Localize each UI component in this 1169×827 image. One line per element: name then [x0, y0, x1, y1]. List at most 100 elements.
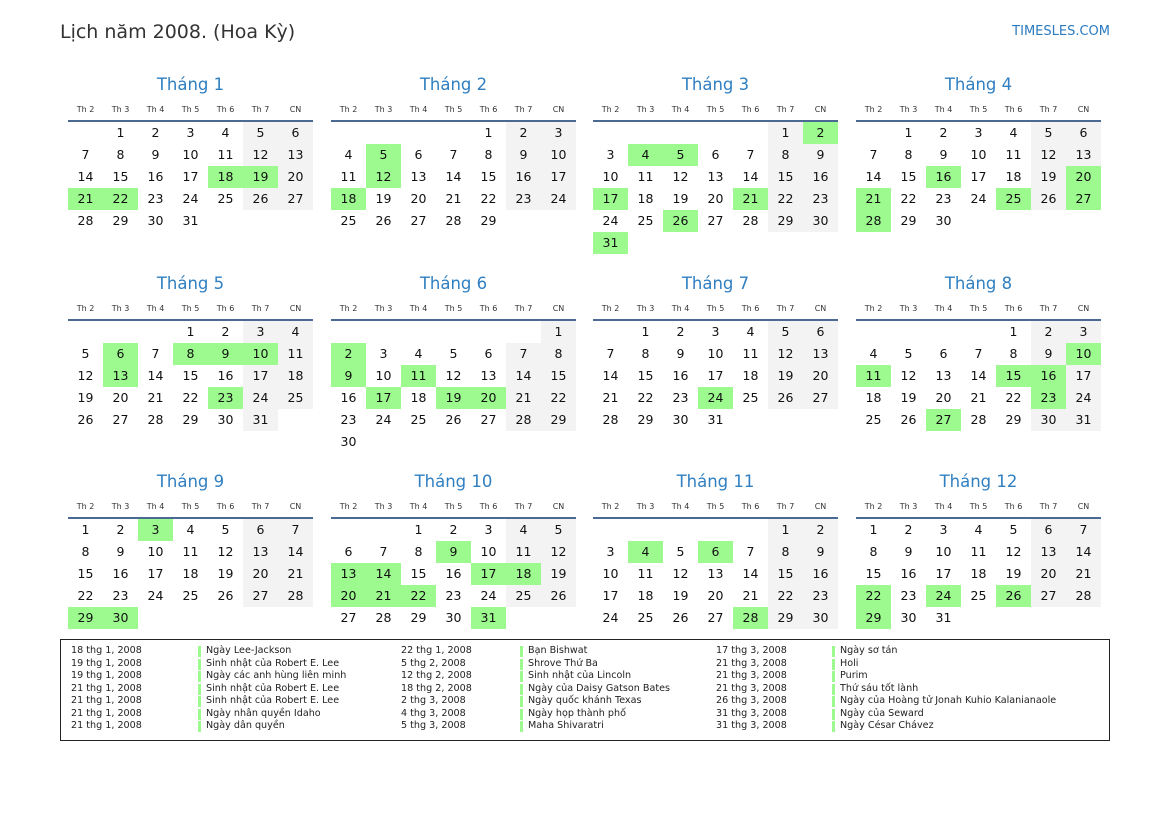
day-cell: 20	[935, 390, 952, 405]
weekday-label: CN	[1077, 501, 1090, 511]
brand-link[interactable]: TIMESLES.COM	[1012, 24, 1110, 39]
day-cell: 6	[278, 122, 313, 144]
legend-date: 2 thg 3, 2008	[401, 695, 466, 706]
legend-date: 5 thg 2, 2008	[401, 657, 466, 669]
legend-holiday-name: Ngày quốc khánh Texas	[528, 695, 642, 706]
day-cell: 9	[803, 541, 838, 563]
weekday-label: CN	[1077, 104, 1090, 114]
holiday-day-cell: 9	[331, 365, 366, 387]
legend-holiday-name: Ngày của Seward	[840, 707, 924, 719]
day-cell: 12	[445, 368, 462, 383]
legend-color-marker	[520, 696, 523, 707]
day-cell: 4	[344, 147, 353, 162]
empty-cell	[593, 122, 628, 144]
legend-date: 12 thg 2, 2008	[401, 670, 472, 681]
holiday-day-cell: 9	[436, 541, 471, 563]
day-cell: 5	[768, 321, 803, 343]
day-cell: 5	[904, 346, 913, 361]
day-cell: 20	[707, 588, 724, 603]
holiday-day-cell: 12	[366, 166, 401, 188]
day-cell: 13	[935, 368, 952, 383]
day-cell: 13	[1066, 144, 1101, 166]
day-cell: 30	[445, 610, 462, 625]
day-cell: 19	[375, 191, 392, 206]
day-cell: 15	[182, 368, 199, 383]
day-cell: 20	[112, 390, 129, 405]
day-cell: 12	[217, 544, 234, 559]
day-cell: 14	[278, 541, 313, 563]
day-cell: 19	[1005, 566, 1022, 581]
day-cell: 21	[445, 191, 462, 206]
weekday-label: CN	[1077, 303, 1090, 313]
day-cell: 10	[182, 147, 199, 162]
weekday-label: Th 5	[969, 104, 988, 114]
legend-holiday-name: Ngày Lee-Jackson	[206, 645, 292, 656]
day-cell: 15	[768, 563, 803, 585]
day-cell: 7	[746, 147, 755, 162]
legend-holiday-name: Thứ sáu tốt lành	[840, 682, 919, 694]
day-cell: 19	[672, 191, 689, 206]
day-cell: 23	[112, 588, 129, 603]
holiday-day-cell: 30	[103, 607, 138, 629]
legend-color-marker	[832, 671, 835, 682]
legend-holiday-name: Ngày César Chávez	[840, 720, 934, 731]
empty-cell	[436, 122, 471, 144]
day-cell: 14	[602, 368, 619, 383]
day-cell: 7	[1066, 519, 1101, 541]
weekday-label: Th 5	[181, 303, 200, 313]
weekday-header: Th 2 Th 3 Th 4 Th 5 Th 6 Th 7 CN	[593, 495, 838, 519]
weekday-label: Th 7	[251, 104, 270, 114]
empty-cell	[698, 519, 733, 541]
day-cell: 22	[768, 585, 803, 607]
day-cell: 10	[541, 144, 576, 166]
legend-holiday-name: Holi	[840, 657, 859, 669]
day-cell: 25	[637, 610, 654, 625]
legend-color-marker	[832, 683, 835, 695]
day-cell: 2	[904, 522, 913, 537]
empty-cell	[401, 321, 436, 343]
empty-cell	[663, 122, 698, 144]
holiday-day-cell: 17	[593, 188, 628, 210]
legend-holiday-name: Sinh nhật của Robert E. Lee	[206, 657, 340, 669]
holiday-day-cell: 14	[366, 563, 401, 585]
empty-cell	[628, 122, 663, 144]
holiday-day-cell: 6	[698, 541, 733, 563]
empty-cell	[733, 519, 768, 541]
holiday-day-cell: 21	[68, 188, 103, 210]
legend-color-marker	[520, 708, 523, 720]
holiday-day-cell: 4	[628, 144, 663, 166]
weekday-label: Th 7	[776, 501, 795, 511]
day-cell: 11	[637, 169, 654, 184]
day-cell: 28	[147, 412, 164, 427]
day-cell: 14	[970, 368, 987, 383]
day-cell: 18	[865, 390, 882, 405]
day-cell: 28	[445, 213, 462, 228]
weekday-label: Th 3	[111, 303, 130, 313]
day-cell: 12	[672, 169, 689, 184]
empty-cell	[926, 321, 961, 343]
holiday-day-cell: 31	[471, 607, 506, 629]
day-cell: 25	[865, 412, 882, 427]
day-cell: 3	[974, 125, 983, 140]
day-cell: 23	[445, 588, 462, 603]
empty-cell	[366, 122, 401, 144]
day-cell: 6	[1031, 519, 1066, 541]
day-cell: 4	[278, 321, 313, 343]
day-cell: 25	[278, 387, 313, 409]
day-grid: 1 2 3 4 5 6 7 8 9 10 11 12 13 14 15 16 17 18 19 20 21 22 23 24 2…	[593, 122, 838, 254]
day-cell: 24	[480, 588, 497, 603]
day-cell: 20	[278, 166, 313, 188]
weekday-label: Th 3	[636, 303, 655, 313]
empty-cell	[698, 122, 733, 144]
day-cell: 2	[939, 125, 948, 140]
weekday-label: Th 4	[671, 501, 690, 511]
day-cell: 16	[445, 566, 462, 581]
day-cell: 1	[869, 522, 878, 537]
day-cell: 18	[970, 566, 987, 581]
day-cell: 30	[803, 210, 838, 232]
weekday-header: Th 2 Th 3 Th 4 Th 5 Th 6 Th 7 CN	[856, 495, 1101, 519]
weekday-label: CN	[552, 501, 565, 511]
holiday-day-cell: 5	[663, 144, 698, 166]
day-cell: 18	[637, 191, 654, 206]
holiday-day-cell: 17	[471, 563, 506, 585]
